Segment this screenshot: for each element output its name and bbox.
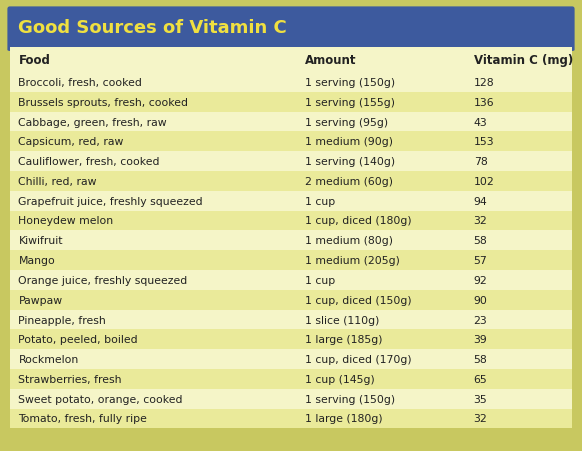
Text: 1 medium (205g): 1 medium (205g) [305, 256, 400, 266]
Text: 1 slice (110g): 1 slice (110g) [305, 315, 379, 325]
Bar [10, 73, 572, 92]
Text: Tomato, fresh, fully ripe: Tomato, fresh, fully ripe [19, 414, 147, 423]
Text: 1 medium (80g): 1 medium (80g) [305, 236, 393, 246]
Text: Mango: Mango [19, 256, 55, 266]
Text: 128: 128 [474, 78, 494, 87]
Text: 1 medium (90g): 1 medium (90g) [305, 137, 393, 147]
Text: 1 large (180g): 1 large (180g) [305, 414, 383, 423]
Text: Amount: Amount [305, 54, 357, 67]
Bar [10, 112, 572, 132]
Text: 65: 65 [474, 374, 487, 384]
Bar [10, 409, 572, 428]
Text: Orange juice, freshly squeezed: Orange juice, freshly squeezed [19, 275, 187, 285]
Text: Sweet potato, orange, cooked: Sweet potato, orange, cooked [19, 394, 183, 404]
Text: 153: 153 [474, 137, 494, 147]
Text: 1 serving (155g): 1 serving (155g) [305, 97, 395, 107]
Text: 2 medium (60g): 2 medium (60g) [305, 176, 393, 186]
Text: 92: 92 [474, 275, 487, 285]
Bar [10, 48, 572, 73]
Text: 90: 90 [474, 295, 488, 305]
Text: Vitamin C (mg): Vitamin C (mg) [474, 54, 573, 67]
Text: 1 cup, diced (170g): 1 cup, diced (170g) [305, 354, 411, 364]
Text: Rockmelon: Rockmelon [19, 354, 79, 364]
Text: 94: 94 [474, 196, 487, 206]
Text: 1 cup, diced (150g): 1 cup, diced (150g) [305, 295, 411, 305]
Text: Cauliflower, fresh, cooked: Cauliflower, fresh, cooked [19, 157, 160, 167]
Text: Broccoli, fresh, cooked: Broccoli, fresh, cooked [19, 78, 143, 87]
Text: 23: 23 [474, 315, 487, 325]
Bar [10, 132, 572, 152]
Text: 102: 102 [474, 176, 494, 186]
Bar [10, 231, 572, 251]
Bar [10, 251, 572, 271]
Text: 39: 39 [474, 335, 487, 345]
Text: 1 serving (150g): 1 serving (150g) [305, 394, 395, 404]
Text: Honeydew melon: Honeydew melon [19, 216, 113, 226]
Text: Capsicum, red, raw: Capsicum, red, raw [19, 137, 124, 147]
Text: 43: 43 [474, 117, 487, 127]
Bar [10, 191, 572, 211]
Text: 1 serving (140g): 1 serving (140g) [305, 157, 395, 167]
Text: Potato, peeled, boiled: Potato, peeled, boiled [19, 335, 138, 345]
Text: 32: 32 [474, 216, 487, 226]
Bar [10, 92, 572, 112]
Text: Grapefruit juice, freshly squeezed: Grapefruit juice, freshly squeezed [19, 196, 203, 206]
Text: 1 cup, diced (180g): 1 cup, diced (180g) [305, 216, 411, 226]
Text: Good Sources of Vitamin C: Good Sources of Vitamin C [18, 19, 287, 37]
Text: 1 serving (95g): 1 serving (95g) [305, 117, 388, 127]
Text: Pineapple, fresh: Pineapple, fresh [19, 315, 106, 325]
Text: 1 cup: 1 cup [305, 275, 335, 285]
Bar [10, 389, 572, 409]
FancyBboxPatch shape [7, 6, 575, 434]
Text: 136: 136 [474, 97, 494, 107]
Text: 1 cup: 1 cup [305, 196, 335, 206]
Text: 58: 58 [474, 236, 487, 246]
Bar [10, 152, 572, 172]
Text: 35: 35 [474, 394, 487, 404]
Bar [10, 369, 572, 389]
Text: 58: 58 [474, 354, 487, 364]
Bar [10, 330, 572, 350]
Text: Brussels sprouts, fresh, cooked: Brussels sprouts, fresh, cooked [19, 97, 189, 107]
Text: Cabbage, green, fresh, raw: Cabbage, green, fresh, raw [19, 117, 167, 127]
Text: 32: 32 [474, 414, 487, 423]
Text: 78: 78 [474, 157, 487, 167]
Text: Pawpaw: Pawpaw [19, 295, 62, 305]
Text: Chilli, red, raw: Chilli, red, raw [19, 176, 97, 186]
Text: Kiwifruit: Kiwifruit [19, 236, 63, 246]
Bar [10, 350, 572, 369]
Bar [10, 172, 572, 191]
Text: Food: Food [19, 54, 50, 67]
Text: Strawberries, fresh: Strawberries, fresh [19, 374, 122, 384]
Bar [10, 271, 572, 290]
FancyBboxPatch shape [6, 6, 576, 52]
Bar [10, 290, 572, 310]
Text: 57: 57 [474, 256, 487, 266]
Bar [10, 211, 572, 231]
Text: 1 cup (145g): 1 cup (145g) [305, 374, 375, 384]
Text: 1 serving (150g): 1 serving (150g) [305, 78, 395, 87]
Text: 1 large (185g): 1 large (185g) [305, 335, 382, 345]
Bar [10, 310, 572, 330]
